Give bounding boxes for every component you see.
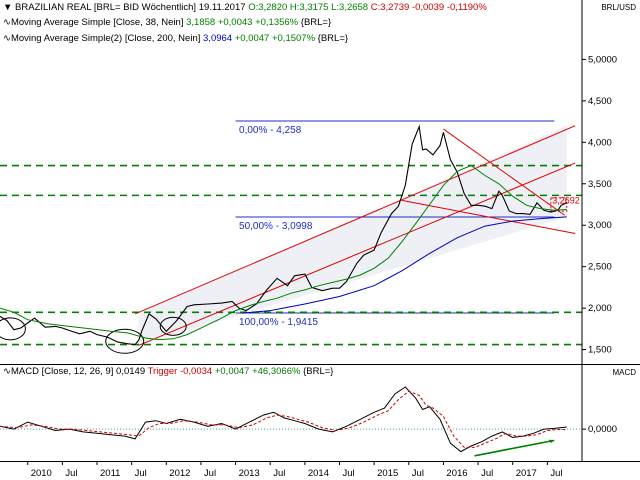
ma38-name: Moving Average Simple [Close, 38, Nein]: [10, 17, 184, 28]
ma200-value: 3,0964: [203, 33, 233, 44]
x-tick-label: Jul: [273, 468, 285, 479]
trend-line: [134, 125, 576, 315]
close-value: C:3,2739: [370, 2, 410, 13]
x-tick-label: 2013: [239, 468, 260, 479]
target-box-label: 3,2692: [552, 196, 580, 206]
ma200-change-pct: +0,1507%: [271, 33, 316, 44]
x-tick-label: 2015: [377, 468, 398, 479]
x-tick-label: Jul: [412, 468, 424, 479]
x-tick-label: Jul: [343, 468, 355, 479]
ma38-change-pct: +0,1356%: [255, 17, 299, 28]
trend-line: [443, 128, 565, 216]
price-y-tick-label: 3,500: [588, 179, 612, 190]
price-y-tick-label: 2,000: [588, 303, 612, 314]
fib-label: 100,00% - 1,9415: [239, 317, 318, 328]
price-axis-unit: BRL/USD: [601, 3, 636, 12]
trend-line: [401, 199, 576, 235]
ma200-name: Moving Average Simple(2) [Close, 200, Ne…: [10, 33, 201, 44]
pattern-circle: [159, 316, 187, 336]
ma38-line: [0, 164, 567, 341]
x-tick-label: Jul: [135, 468, 147, 479]
trend-line: [138, 162, 576, 346]
x-tick-label: Jul: [65, 468, 77, 479]
fib-label: 0,00% - 4,258: [239, 125, 302, 136]
macd-unit: {BRL=}: [303, 366, 334, 377]
divergence-arrow-head: [548, 439, 555, 444]
ma38-value: 3,1858: [186, 17, 216, 28]
pattern-circle: [105, 328, 145, 354]
instrument-name: BRAZILIAN REAL [BRL= BID Wöchentlich] 19…: [15, 2, 246, 13]
x-tick-label: 2017: [516, 468, 537, 479]
trigger-label: Trigger: [147, 366, 178, 377]
change-pct-value: -0,1190%: [446, 2, 487, 13]
macd-axis-unit: MACD: [612, 368, 636, 377]
trigger-value: -0,0034: [179, 366, 213, 377]
price-y-tick-label: 4,000: [588, 137, 612, 148]
macd-line: [0, 386, 567, 453]
fib-label: 50,00% - 3,0998: [239, 221, 313, 232]
price-y-tick-label: 3,000: [588, 220, 612, 231]
price-line: [0, 124, 568, 346]
x-tick-label: Jul: [550, 468, 562, 479]
x-tick-label: 2010: [31, 468, 52, 479]
ma200-legend: ∿Moving Average Simple(2) [Close, 200, N…: [3, 33, 348, 44]
x-tick-label: Jul: [481, 468, 493, 479]
divergence-arrow-line: [474, 439, 555, 457]
pattern-circle: [0, 317, 26, 341]
price-y-tick-label: 1,500: [588, 345, 612, 356]
price-legend: ▼ BRAZILIAN REAL [BRL= BID Wöchentlich] …: [3, 2, 487, 13]
macd-y-tick-label: 0,0000: [588, 424, 617, 435]
target-box: [550, 197, 568, 212]
x-tick-label: 2014: [308, 468, 329, 479]
ma200-change: +0,0047: [234, 33, 270, 44]
x-tick-label: 2011: [100, 468, 120, 479]
price-y-tick-label: 4,500: [588, 96, 612, 107]
ma200-unit: {BRL=}: [317, 33, 349, 44]
x-tick-label: 2012: [169, 468, 190, 479]
price-y-tick-label: 5,0000: [588, 54, 617, 65]
ma38-legend: ∿Moving Average Simple [Close, 38, Nein]…: [3, 17, 331, 28]
macd-legend: ∿MACD [Close, 12, 26, 9] 0,0149 Trigger …: [3, 366, 333, 377]
macd-value: 0,0149: [116, 366, 146, 377]
macd-line-icon: ∿: [3, 366, 11, 377]
price-y-tick-label: 2,500: [588, 262, 612, 273]
trigger-line: [0, 390, 567, 448]
change-value: -0,0039: [411, 2, 445, 13]
macd-change-pct: +46,3066%: [252, 366, 301, 377]
ma38-unit: {BRL=}: [300, 17, 332, 28]
ma-line-icon: ∿: [3, 33, 11, 44]
macd-change: +0,0047: [214, 366, 250, 377]
ma38-change: +0,0043: [217, 17, 253, 28]
ma-line-icon: ∿: [3, 17, 11, 28]
macd-name: MACD [Close, 12, 26, 9]: [10, 366, 114, 377]
ma200-line: [242, 216, 567, 314]
legend-expand-icon[interactable]: ▼: [3, 2, 13, 13]
price-panel: 0,00% - 4,258 50,00% - 3,0998 100,00% - 1,…: [0, 120, 582, 354]
x-tick-label: 2016: [446, 468, 467, 479]
ohl-values: O:3,2820 H:3,3175 L:3,2658: [248, 2, 369, 13]
x-tick-label: Jul: [204, 468, 216, 479]
macd-panel: [0, 386, 582, 457]
